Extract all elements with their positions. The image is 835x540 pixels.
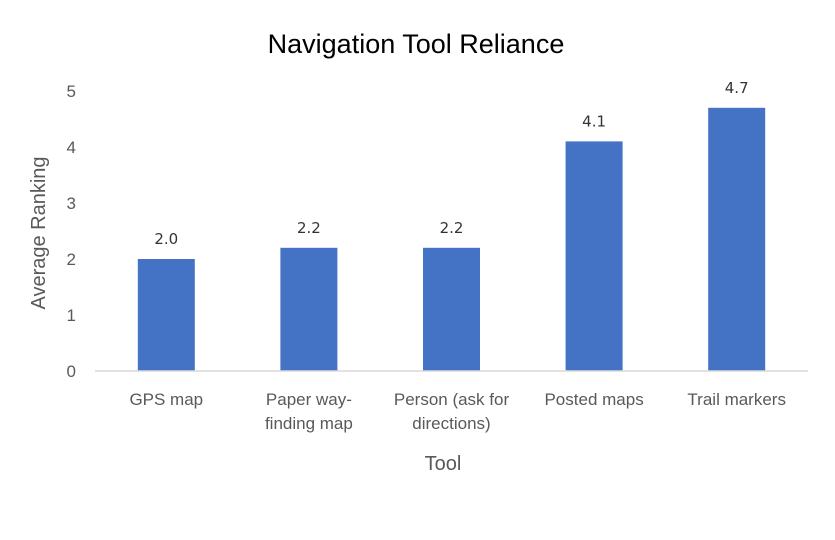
x-tick-label-line: Paper way- [266, 390, 352, 409]
bar-value-label: 2.2 [440, 219, 464, 237]
x-tick-label: GPS map [129, 390, 203, 409]
x-tick-label: Trail markers [687, 390, 786, 409]
y-tick-label: 3 [67, 194, 76, 213]
y-tick-label: 2 [67, 250, 76, 269]
bar-value-label: 2.2 [297, 219, 321, 237]
data-labels: 2.0 2.2 2.2 4.1 4.7 [154, 79, 748, 248]
x-tick-label-line: Posted maps [544, 390, 643, 409]
bar [565, 141, 623, 371]
x-tick-label: Person (ask for directions) [394, 390, 510, 433]
x-axis-ticks: GPS map Paper way-finding map Person (ask … [129, 390, 786, 433]
chart-title: Navigation Tool Reliance [268, 29, 565, 59]
y-axis-ticks: 0 1 2 3 4 5 [67, 82, 76, 381]
bar-series [137, 107, 766, 372]
bar-value-label: 2.0 [154, 230, 178, 248]
y-tick-label: 0 [67, 362, 76, 381]
bar [280, 247, 338, 371]
bar [137, 259, 195, 371]
x-axis-title: Tool [425, 453, 462, 475]
y-axis-title: Average Ranking [28, 156, 50, 309]
y-tick-label: 5 [67, 82, 76, 101]
y-tick-label: 1 [67, 306, 76, 325]
bar-value-label: 4.7 [725, 79, 749, 97]
y-tick-label: 4 [67, 138, 76, 157]
x-tick-label-line: Trail markers [687, 390, 786, 409]
x-tick-label-line: GPS map [129, 390, 203, 409]
bar-value-label: 4.1 [582, 112, 606, 130]
x-tick-label-line: Person (ask for [394, 390, 510, 409]
bar [423, 247, 480, 371]
x-tick-label-line: finding map [265, 414, 353, 433]
bar [708, 107, 766, 372]
x-tick-label-line: directions) [412, 414, 490, 433]
x-tick-label: Posted maps [544, 390, 643, 409]
x-tick-label: Paper way-finding map [265, 390, 353, 433]
